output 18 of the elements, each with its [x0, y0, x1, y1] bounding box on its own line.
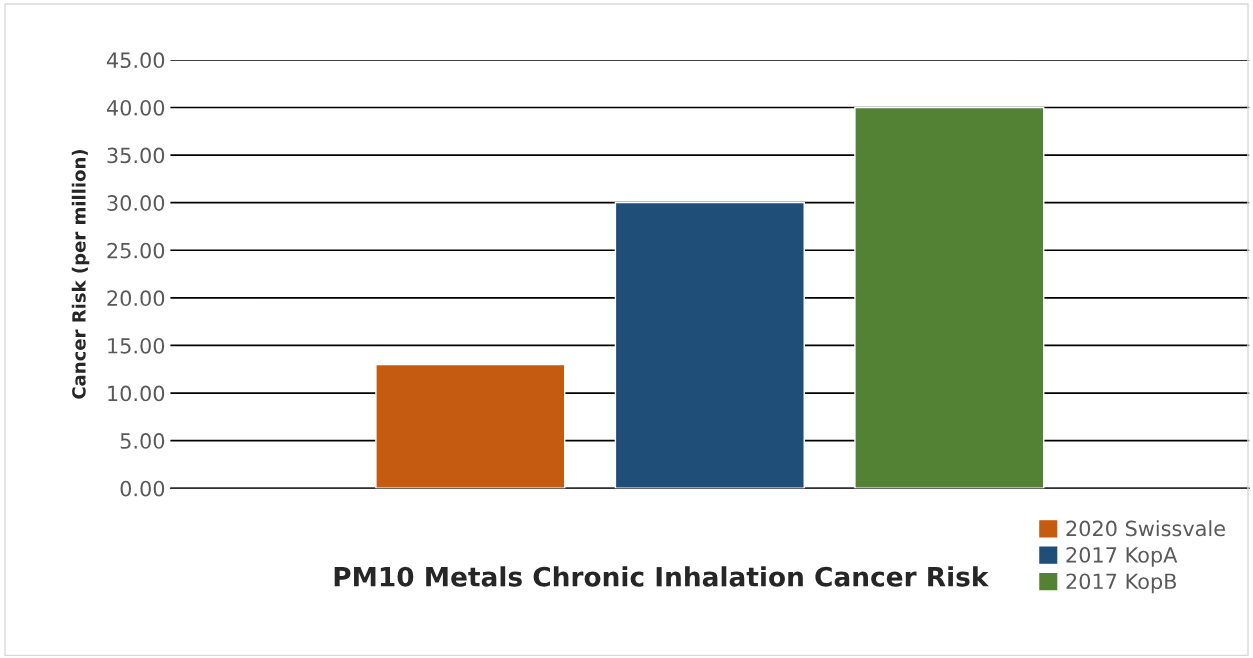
legend-label: 2017 KopA — [1066, 546, 1178, 567]
y-tick-label: 25.00 — [107, 242, 165, 259]
y-tick-label: 35.00 — [107, 147, 165, 164]
y-tick-label: 45.00 — [106, 52, 165, 69]
y-tick-label: 30.00 — [107, 195, 165, 211]
bar — [614, 201, 805, 489]
bar — [375, 363, 566, 489]
y-tick-label: 15.00 — [108, 337, 165, 354]
legend-label: 2017 KopB — [1066, 573, 1176, 594]
y-axis-title: Cancer Risk (per million) — [71, 149, 90, 399]
legend-label: 2020 Swissvale — [1066, 520, 1225, 537]
y-tick-label: 40.00 — [106, 99, 165, 116]
y-tick-label: 10.00 — [108, 385, 165, 402]
y-tick-label: 20.00 — [107, 290, 165, 307]
y-tick-label: 5.00 — [120, 433, 165, 449]
bar — [854, 106, 1045, 489]
y-tick-label: 0.00 — [120, 480, 165, 497]
text: PM10 Metals Chronic Inhalation Cancer Risk — [334, 566, 989, 587]
